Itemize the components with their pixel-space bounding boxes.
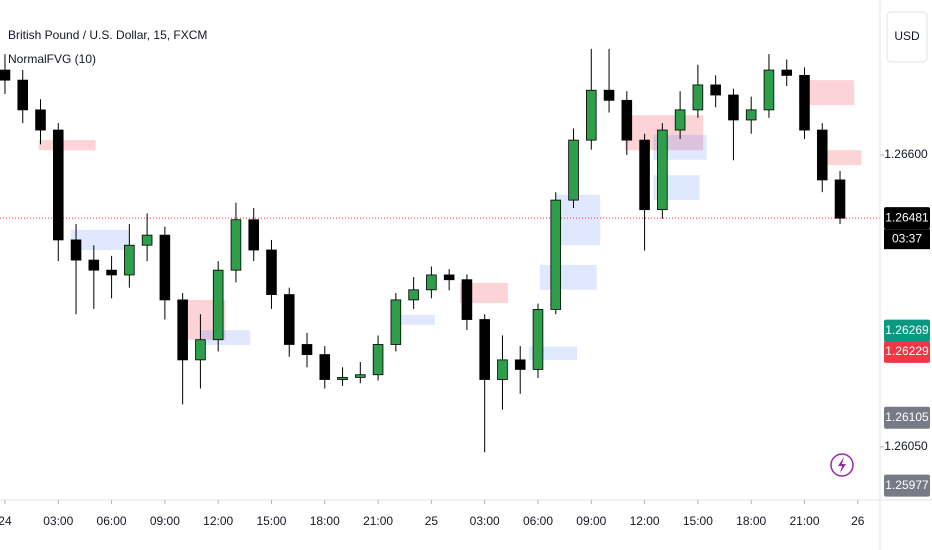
- candle-body: [106, 269, 117, 276]
- candle-body: [177, 299, 188, 361]
- candle-body: [88, 259, 100, 271]
- candle-body: [461, 279, 473, 320]
- candle-body: [674, 109, 686, 131]
- candle-body: [799, 74, 810, 131]
- x-tick-label: 25: [425, 514, 439, 528]
- candle-body: [763, 69, 775, 111]
- fvg-zone: [539, 264, 597, 290]
- x-tick-label: 15:00: [256, 514, 286, 528]
- fvg-zone: [38, 140, 96, 151]
- candle-body: [337, 376, 348, 380]
- candle-body: [568, 139, 579, 201]
- price-label-box: [884, 207, 930, 230]
- indicator-label: NormalFVG (10): [8, 52, 96, 66]
- candle-body: [728, 94, 739, 121]
- candle-body: [834, 179, 846, 219]
- price-label-box: [884, 340, 930, 363]
- candle-body: [479, 319, 490, 380]
- candle-body: [443, 274, 455, 281]
- candle-body: [266, 249, 277, 295]
- candle-body: [426, 274, 437, 291]
- x-tick-label: 26: [851, 514, 865, 528]
- candle-body: [35, 109, 46, 131]
- fvg-zone: [824, 150, 862, 166]
- candle-body: [141, 234, 153, 246]
- candle-body: [781, 69, 793, 76]
- candle-body: [497, 359, 508, 380]
- price-label-box: [884, 474, 930, 497]
- fvg-zone: [555, 194, 601, 246]
- candle-body: [230, 219, 242, 271]
- y-tick-label: 1.26600: [884, 147, 928, 161]
- chart-title: British Pound / U.S. Dollar, 15, FXCM: [8, 28, 207, 42]
- candle-body: [195, 339, 206, 361]
- price-label: 1.26105: [885, 410, 929, 424]
- candle-body: [621, 99, 633, 141]
- candle-body: [372, 344, 384, 376]
- candle-body: [212, 269, 224, 341]
- candle-body: [657, 129, 668, 211]
- candle-body: [408, 289, 419, 301]
- x-tick-label: 06:00: [97, 514, 127, 528]
- candle-body: [550, 199, 562, 310]
- candle-body: [639, 139, 650, 211]
- candle-body: [70, 239, 82, 261]
- price-label: 1.25977: [885, 478, 929, 492]
- x-tick-label: 09:00: [150, 514, 180, 528]
- candle-body: [124, 244, 135, 276]
- x-tick-label: 03:00: [470, 514, 500, 528]
- candle-body: [17, 79, 29, 111]
- candle-body: [514, 359, 526, 370]
- y-tick-label: 1.26050: [884, 439, 928, 453]
- candle-body: [301, 344, 313, 355]
- candle-body: [355, 374, 366, 378]
- x-tick-label: 03:00: [43, 514, 73, 528]
- price-label-box: [884, 319, 930, 342]
- countdown: 03:37: [892, 231, 922, 245]
- candle-body: [283, 294, 295, 345]
- candle-body: [159, 234, 171, 301]
- x-tick-label: 06:00: [523, 514, 553, 528]
- x-tick-label: 21:00: [789, 514, 819, 528]
- candle-body: [248, 219, 259, 251]
- lightning-icon[interactable]: [830, 453, 854, 477]
- candle-body: [52, 129, 64, 241]
- candle-body: [816, 129, 828, 181]
- x-tick-label: 18:00: [310, 514, 340, 528]
- x-tick-label: 09:00: [576, 514, 606, 528]
- candle-body: [319, 354, 331, 380]
- countdown-box: [884, 229, 930, 250]
- candle-body: [745, 109, 757, 121]
- price-label-box: [884, 406, 930, 429]
- price-label: 1.26229: [885, 344, 929, 358]
- plot-area: [0, 48, 880, 453]
- candle-body: [0, 69, 11, 81]
- x-tick-label: 15:00: [683, 514, 713, 528]
- currency-label: USD: [894, 29, 920, 43]
- x-tick-label: 18:00: [736, 514, 766, 528]
- fvg-zone: [70, 229, 130, 250]
- fvg-zone: [200, 330, 251, 346]
- price-label: 1.26481: [885, 210, 929, 224]
- x-tick-label: 24: [0, 514, 12, 528]
- fvg-zone: [390, 314, 435, 325]
- candle-body: [603, 89, 615, 101]
- candle-body: [390, 299, 402, 345]
- candle-body: [586, 89, 597, 141]
- candle-body: [710, 84, 721, 96]
- x-tick-label: 12:00: [203, 514, 233, 528]
- price-label: 1.26269: [885, 323, 929, 337]
- candle-body: [532, 309, 544, 370]
- x-tick-label: 12:00: [630, 514, 660, 528]
- candle-body: [692, 84, 704, 111]
- x-tick-label: 21:00: [363, 514, 393, 528]
- currency-button[interactable]: [886, 11, 928, 63]
